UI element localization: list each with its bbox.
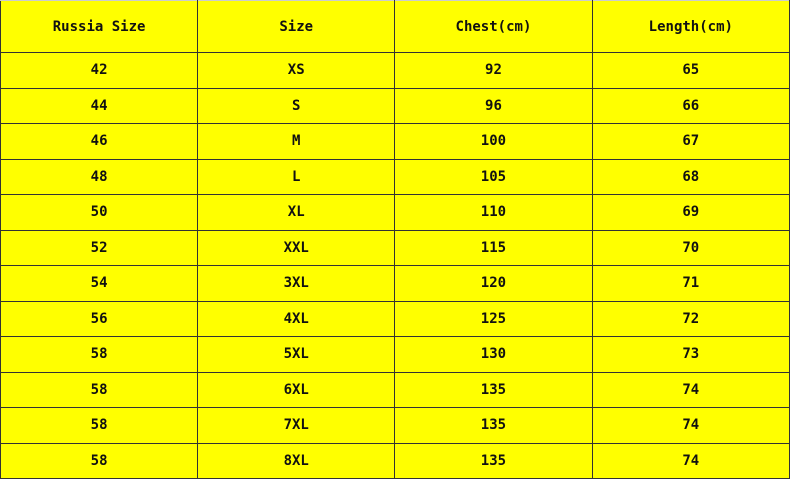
header-row: Russia Size Size Chest(cm) Length(cm) (0, 0, 791, 53)
column-header-length: Length(cm) (591, 0, 791, 53)
table-row: 44 S 96 66 (0, 87, 791, 124)
cell-length: 74 (591, 407, 791, 444)
cell-russia-size: 44 (0, 87, 199, 124)
cell-chest: 130 (394, 336, 593, 373)
cell-russia-size: 46 (0, 123, 199, 160)
table-row: 56 4XL 125 72 (0, 300, 791, 337)
cell-russia-size: 56 (0, 300, 199, 337)
cell-length: 65 (591, 52, 791, 89)
cell-length: 70 (591, 229, 791, 266)
cell-russia-size: 58 (0, 336, 199, 373)
cell-chest: 120 (394, 265, 593, 302)
cell-size: XL (197, 194, 396, 231)
cell-length: 68 (591, 158, 791, 195)
cell-chest: 110 (394, 194, 593, 231)
table-row: 48 L 105 68 (0, 158, 791, 195)
cell-length: 66 (591, 87, 791, 124)
table-row: 50 XL 110 69 (0, 194, 791, 231)
cell-size: XS (197, 52, 396, 89)
cell-length: 71 (591, 265, 791, 302)
cell-length: 73 (591, 336, 791, 373)
cell-russia-size: 48 (0, 158, 199, 195)
cell-chest: 115 (394, 229, 593, 266)
cell-russia-size: 58 (0, 371, 199, 408)
cell-length: 67 (591, 123, 791, 160)
cell-chest: 100 (394, 123, 593, 160)
cell-russia-size: 50 (0, 194, 199, 231)
column-header-chest: Chest(cm) (394, 0, 593, 53)
cell-russia-size: 58 (0, 407, 199, 444)
cell-length: 74 (591, 442, 791, 479)
cell-size: S (197, 87, 396, 124)
cell-size: 6XL (197, 371, 396, 408)
cell-size: 7XL (197, 407, 396, 444)
table-row: 46 M 100 67 (0, 123, 791, 160)
table-row: 52 XXL 115 70 (0, 229, 791, 266)
cell-length: 72 (591, 300, 791, 337)
column-header-size: Size (197, 0, 396, 53)
cell-chest: 105 (394, 158, 593, 195)
cell-length: 69 (591, 194, 791, 231)
cell-russia-size: 42 (0, 52, 199, 89)
table-row: 42 XS 92 65 (0, 52, 791, 89)
cell-chest: 135 (394, 407, 593, 444)
cell-size: 5XL (197, 336, 396, 373)
cell-size: 8XL (197, 442, 396, 479)
cell-russia-size: 52 (0, 229, 199, 266)
cell-chest: 96 (394, 87, 593, 124)
cell-length: 74 (591, 371, 791, 408)
cell-chest: 135 (394, 371, 593, 408)
table-row: 54 3XL 120 71 (0, 265, 791, 302)
table-row: 58 6XL 135 74 (0, 371, 791, 408)
column-header-russia-size: Russia Size (0, 0, 199, 53)
cell-size: 3XL (197, 265, 396, 302)
cell-size: 4XL (197, 300, 396, 337)
cell-size: M (197, 123, 396, 160)
cell-chest: 135 (394, 442, 593, 479)
table-row: 58 7XL 135 74 (0, 407, 791, 444)
cell-russia-size: 54 (0, 265, 199, 302)
cell-chest: 92 (394, 52, 593, 89)
cell-russia-size: 58 (0, 442, 199, 479)
cell-size: XXL (197, 229, 396, 266)
table-row: 58 5XL 130 73 (0, 336, 791, 373)
cell-chest: 125 (394, 300, 593, 337)
cell-size: L (197, 158, 396, 195)
table-row: 58 8XL 135 74 (0, 442, 791, 479)
